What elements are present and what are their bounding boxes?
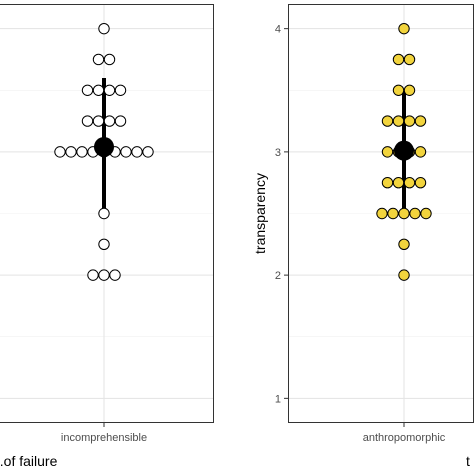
data-point — [376, 207, 388, 220]
mean-point — [94, 136, 114, 157]
data-point — [381, 115, 394, 127]
data-point — [403, 176, 416, 189]
data-point — [81, 84, 94, 96]
data-point — [65, 146, 77, 158]
data-point — [403, 115, 416, 127]
data-point — [398, 238, 410, 251]
y-tick-label: 1 — [275, 393, 281, 405]
data-point — [120, 146, 132, 158]
data-point — [381, 176, 394, 189]
data-point — [398, 269, 410, 281]
left-panel-marks — [54, 22, 154, 281]
data-point — [103, 84, 116, 96]
data-point — [392, 176, 405, 189]
data-point — [103, 115, 116, 127]
data-point — [403, 84, 416, 96]
data-point — [414, 146, 427, 158]
data-point — [109, 269, 121, 281]
data-point — [392, 115, 405, 127]
right-x-tick-label: anthropomorphic — [363, 432, 446, 444]
data-point — [81, 115, 94, 127]
data-point — [92, 84, 105, 96]
mean-point — [394, 140, 414, 161]
y-tick-label: 4 — [275, 24, 281, 36]
y-tick-label: 3 — [275, 147, 281, 159]
data-point — [403, 53, 416, 66]
data-point — [114, 84, 127, 96]
data-point — [76, 146, 88, 158]
data-point — [87, 269, 99, 281]
data-point — [114, 115, 127, 127]
right-panel: 1 2 3 4 anthropomorphic transparency — [252, 4, 474, 444]
data-point — [92, 115, 105, 127]
right-panel-ticks: 1 2 3 4 — [275, 24, 405, 427]
data-point — [398, 22, 410, 35]
right-panel-marks — [376, 22, 432, 281]
data-point — [420, 207, 432, 220]
right-y-axis-title: transparency — [252, 173, 268, 254]
left-x-tick-label: incomprehensible — [61, 432, 147, 444]
data-point — [98, 269, 110, 281]
data-point — [98, 207, 110, 220]
data-point — [54, 146, 66, 158]
data-point — [103, 53, 116, 66]
data-point — [98, 238, 110, 251]
right-edge-cut-label: t — [466, 453, 470, 469]
data-point — [381, 146, 394, 158]
data-point — [131, 146, 143, 158]
data-point — [142, 146, 154, 158]
left-x-axis-title: ...of failure — [0, 453, 58, 469]
data-point — [409, 207, 421, 220]
data-point — [387, 207, 399, 220]
data-point — [98, 22, 110, 35]
y-tick-label: 2 — [275, 270, 281, 282]
data-point — [414, 176, 427, 189]
data-point — [392, 53, 405, 66]
left-panel: incomprehensible ...of failure — [0, 4, 214, 469]
data-point — [392, 84, 405, 96]
data-point — [414, 115, 427, 127]
left-panel-border — [0, 4, 214, 423]
data-point — [398, 207, 410, 220]
data-point — [92, 53, 105, 66]
